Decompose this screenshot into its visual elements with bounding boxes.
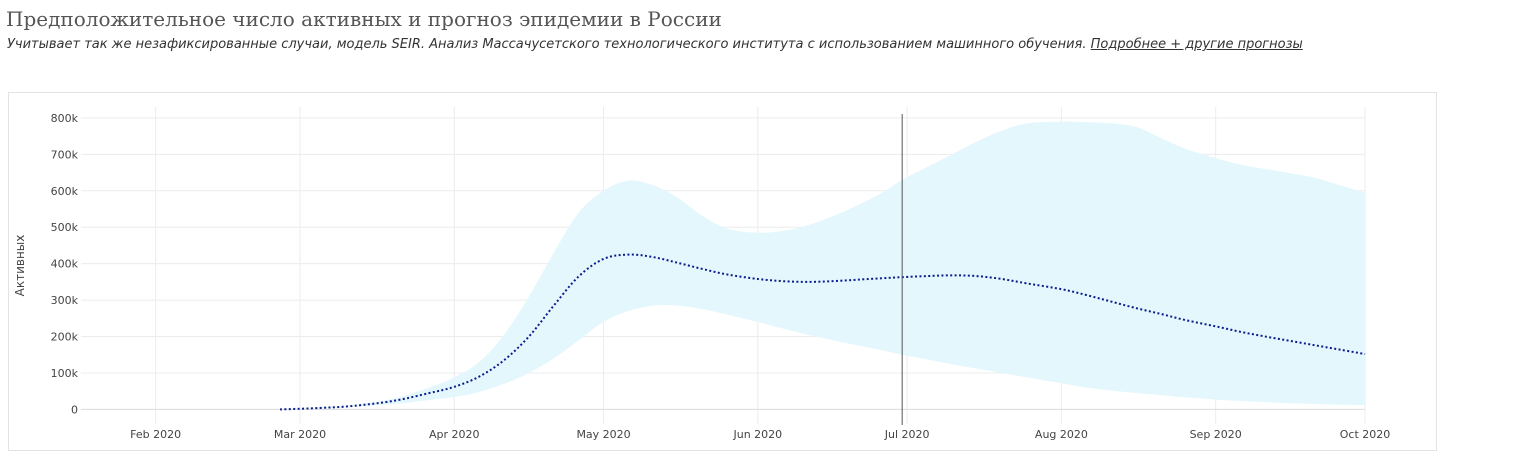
y-tick-label: 400k [51, 258, 79, 271]
confidence-band [280, 121, 1365, 410]
forecast-chart: Feb 2020 Mar 2020 Apr 2020 May 2020 Jun 2020… [13, 107, 1390, 441]
y-axis-title: Активных [13, 235, 27, 297]
y-tick-label: 600k [51, 185, 79, 198]
subtitle-text: Учитывает так же незафиксированные случа… [7, 37, 1087, 52]
x-tick-label: Sep 2020 [1190, 428, 1242, 441]
x-tick-label: Jul 2020 [884, 428, 930, 441]
page-title: Предположительное число активных и прогн… [6, 7, 722, 31]
active-cases-line [280, 253, 1366, 411]
confidence-band-layer [280, 121, 1365, 410]
active-cases-line-layer [280, 253, 1366, 411]
axis-layer: Feb 2020 Mar 2020 Apr 2020 May 2020 Jun 2020… [13, 112, 1390, 441]
x-tick-label: Mar 2020 [274, 428, 326, 441]
x-tick-label: May 2020 [576, 428, 630, 441]
x-tick-label: Oct 2020 [1340, 428, 1391, 441]
x-tick-label: Jun 2020 [732, 428, 782, 441]
page-subtitle: Учитывает так же незафиксированные случа… [7, 37, 1303, 52]
y-tick-label: 500k [51, 221, 79, 234]
x-tick-label: Feb 2020 [130, 428, 181, 441]
y-tick-label: 100k [51, 367, 79, 380]
y-tick-label: 800k [51, 112, 79, 125]
y-tick-label: 300k [51, 294, 79, 307]
chart-container: Feb 2020 Mar 2020 Apr 2020 May 2020 Jun 2020… [8, 92, 1437, 451]
y-tick-label: 200k [51, 331, 79, 344]
more-forecasts-link[interactable]: Подробнее + другие прогнозы [1090, 37, 1303, 52]
x-tick-label: Apr 2020 [429, 428, 480, 441]
y-tick-label: 0 [71, 403, 78, 416]
x-tick-label: Aug 2020 [1035, 428, 1088, 441]
y-tick-label: 700k [51, 148, 79, 161]
